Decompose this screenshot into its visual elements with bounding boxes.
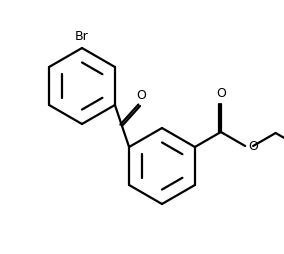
Text: O: O [136,89,146,102]
Text: Br: Br [75,30,89,43]
Text: O: O [216,87,226,100]
Text: O: O [248,139,258,152]
